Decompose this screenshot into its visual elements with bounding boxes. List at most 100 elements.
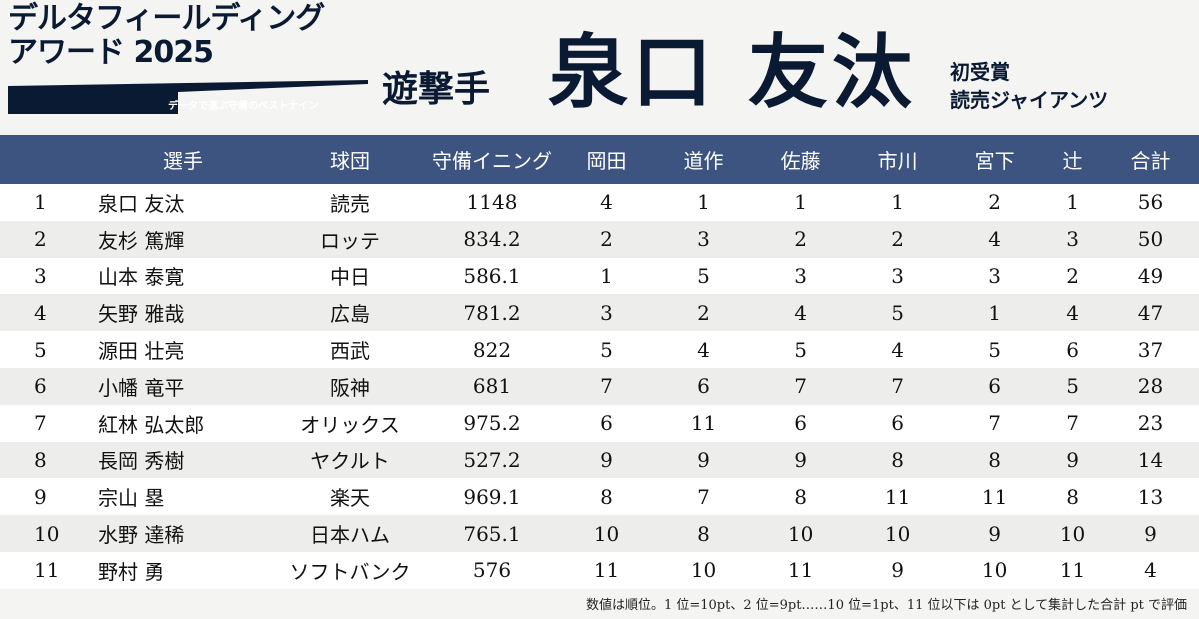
cell-rank: 6 (0, 367, 92, 405)
col-miyashita: 宮下 (946, 135, 1044, 184)
cell-tsuji: 11 (1043, 551, 1102, 589)
table-row: 1 泉口 友汰 読売 1148 4 1 1 1 2 1 56 (0, 184, 1199, 221)
col-team: 球団 (274, 135, 426, 184)
col-player: 選手 (92, 135, 274, 184)
cell-team: ソフトバンク (274, 551, 426, 589)
cell-rank: 8 (0, 441, 92, 479)
cell-miyashita: 8 (946, 441, 1044, 479)
cell-ichikawa: 3 (849, 257, 947, 295)
table-body: 1 泉口 友汰 読売 1148 4 1 1 1 2 1 56 2 友杉 篤輝 ロ… (0, 184, 1199, 589)
cell-tsuji: 5 (1043, 367, 1102, 405)
cell-okada: 3 (558, 294, 656, 332)
table-row: 4 矢野 雅哉 広島 781.2 3 2 4 5 1 4 47 (0, 294, 1199, 332)
cell-player: 宗山 塁 (92, 478, 274, 516)
cell-miyashita: 5 (946, 331, 1044, 368)
title-underline-band (8, 80, 368, 114)
header: デルタフィールディング アワード 2025 データで選ぶ守備のベストナイン 遊撃… (0, 0, 1199, 132)
footnote: 数値は順位。1 位=10pt、2 位=9pt……10 位=1pt、11 位以下は… (585, 598, 1187, 613)
cell-innings: 975.2 (426, 404, 558, 442)
cell-tsuji: 9 (1043, 441, 1102, 479)
cell-team: 西武 (274, 331, 426, 368)
tagline: データで選ぶ守備のベストナイン (168, 101, 319, 112)
cell-rank: 3 (0, 257, 92, 295)
cell-okada: 10 (558, 515, 656, 552)
cell-okada: 9 (558, 441, 656, 479)
cell-total: 4 (1101, 551, 1199, 589)
cell-tsuji: 6 (1043, 331, 1102, 368)
cell-miyashita: 7 (946, 404, 1044, 442)
cell-sato: 7 (752, 367, 850, 405)
winner-team: 読売ジャイアンツ (950, 88, 1109, 112)
cell-innings: 834.2 (426, 220, 558, 258)
cell-okada: 8 (558, 478, 656, 516)
col-innings: 守備イニング (426, 135, 558, 184)
cell-tsuji: 8 (1043, 478, 1102, 516)
cell-michisaku: 1 (655, 184, 753, 221)
cell-okada: 2 (558, 220, 656, 258)
cell-innings: 781.2 (426, 294, 558, 332)
cell-player: 源田 壮亮 (92, 331, 274, 368)
cell-sato: 3 (752, 257, 850, 295)
table-row: 3 山本 泰寛 中日 586.1 1 5 3 3 3 2 49 (0, 257, 1199, 295)
cell-total: 47 (1101, 294, 1199, 332)
cell-rank: 1 (0, 184, 92, 221)
cell-total: 14 (1101, 441, 1199, 479)
cell-sato: 9 (752, 441, 850, 479)
cell-ichikawa: 5 (849, 294, 947, 332)
cell-innings: 527.2 (426, 441, 558, 479)
col-michisaku: 道作 (655, 135, 753, 184)
cell-sato: 11 (752, 551, 850, 589)
table-row: 2 友杉 篤輝 ロッテ 834.2 2 3 2 2 4 3 50 (0, 220, 1199, 258)
cell-total: 37 (1101, 331, 1199, 368)
cell-michisaku: 8 (655, 515, 753, 552)
cell-rank: 2 (0, 220, 92, 258)
cell-total: 50 (1101, 220, 1199, 258)
cell-team: 読売 (274, 184, 426, 221)
table-header: 選手 球団 守備イニング 岡田 道作 佐藤 市川 宮下 辻 合計 (0, 135, 1199, 184)
cell-michisaku: 6 (655, 367, 753, 405)
cell-michisaku: 7 (655, 478, 753, 516)
cell-ichikawa: 7 (849, 367, 947, 405)
cell-team: 楽天 (274, 478, 426, 516)
cell-sato: 8 (752, 478, 850, 516)
cell-rank: 5 (0, 331, 92, 368)
cell-michisaku: 9 (655, 441, 753, 479)
cell-miyashita: 10 (946, 551, 1044, 589)
table-row: 11 野村 勇 ソフトバンク 576 11 10 11 9 10 11 4 (0, 551, 1199, 589)
position-label: 遊撃手 (382, 69, 491, 110)
cell-sato: 4 (752, 294, 850, 332)
table-row: 9 宗山 塁 楽天 969.1 8 7 8 11 11 8 13 (0, 478, 1199, 516)
cell-sato: 5 (752, 331, 850, 368)
cell-player: 友杉 篤輝 (92, 220, 274, 258)
cell-miyashita: 3 (946, 257, 1044, 295)
cell-total: 13 (1101, 478, 1199, 516)
col-tsuji: 辻 (1043, 135, 1102, 184)
cell-okada: 5 (558, 331, 656, 368)
cell-michisaku: 11 (655, 404, 753, 442)
cell-ichikawa: 4 (849, 331, 947, 368)
cell-team: 広島 (274, 294, 426, 332)
cell-ichikawa: 2 (849, 220, 947, 258)
col-ichikawa: 市川 (849, 135, 947, 184)
cell-michisaku: 5 (655, 257, 753, 295)
cell-sato: 10 (752, 515, 850, 552)
cell-ichikawa: 8 (849, 441, 947, 479)
header-row: 選手 球団 守備イニング 岡田 道作 佐藤 市川 宮下 辻 合計 (0, 135, 1199, 184)
cell-rank: 4 (0, 294, 92, 332)
cell-miyashita: 2 (946, 184, 1044, 221)
cell-team: 中日 (274, 257, 426, 295)
cell-team: 阪神 (274, 367, 426, 405)
cell-team: ロッテ (274, 220, 426, 258)
winner-name: 泉口 友汰 (548, 26, 916, 119)
cell-tsuji: 1 (1043, 184, 1102, 221)
cell-player: 水野 達稀 (92, 515, 274, 552)
cell-innings: 1148 (426, 184, 558, 221)
col-total: 合計 (1101, 135, 1199, 184)
cell-rank: 10 (0, 515, 92, 552)
cell-player: 紅林 弘太郎 (92, 404, 274, 442)
award-title-line1: デルタフィールディング (8, 1, 325, 36)
cell-player: 山本 泰寛 (92, 257, 274, 295)
table-row: 5 源田 壮亮 西武 822 5 4 5 4 5 6 37 (0, 331, 1199, 368)
cell-okada: 1 (558, 257, 656, 295)
cell-michisaku: 2 (655, 294, 753, 332)
